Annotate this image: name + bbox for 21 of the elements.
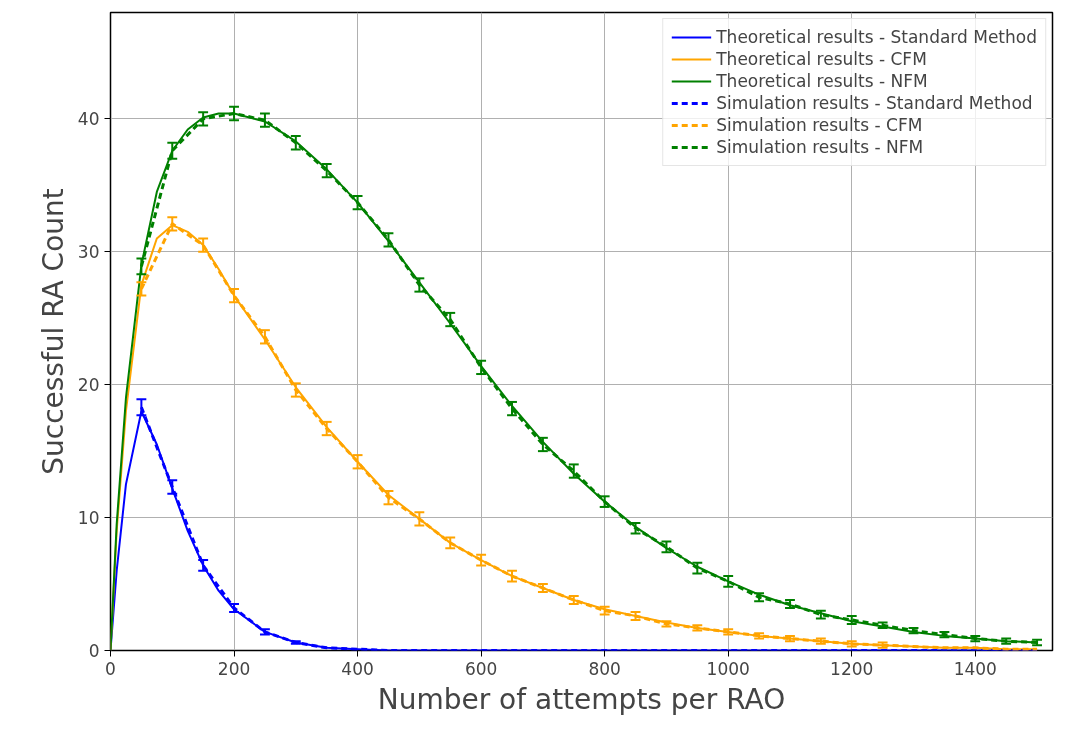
x-tick-label: 600 — [464, 658, 498, 679]
y-tick-label: 0 — [88, 641, 100, 661]
x-axis-title: Number of attempts per RAO — [377, 682, 786, 716]
legend-label: Theoretical results - NFM — [716, 71, 928, 91]
x-tick-label: 800 — [588, 658, 621, 679]
y-tick-label: 40 — [77, 109, 100, 130]
y-tick-label: 30 — [77, 242, 100, 263]
x-tick-label: 400 — [341, 658, 374, 679]
legend-label: Theoretical results - CFM — [716, 49, 927, 69]
legend-label: Simulation results - NFM — [716, 137, 924, 157]
x-tick-label: 0 — [105, 658, 116, 679]
legend-label: Simulation results - CFM — [716, 115, 923, 135]
y-tick-label: 10 — [77, 508, 100, 529]
legend-label: Simulation results - Standard Method — [716, 93, 1033, 113]
legend-label: Theoretical results - Standard Method — [716, 27, 1037, 47]
y-tick-label: 20 — [77, 375, 100, 396]
y-axis-title: Successful RA Count — [36, 188, 70, 475]
x-tick-label: 200 — [217, 658, 251, 679]
x-tick-label: 1000 — [706, 658, 750, 679]
x-tick-label: 1400 — [953, 658, 997, 679]
x-tick-label: 1200 — [830, 658, 874, 679]
